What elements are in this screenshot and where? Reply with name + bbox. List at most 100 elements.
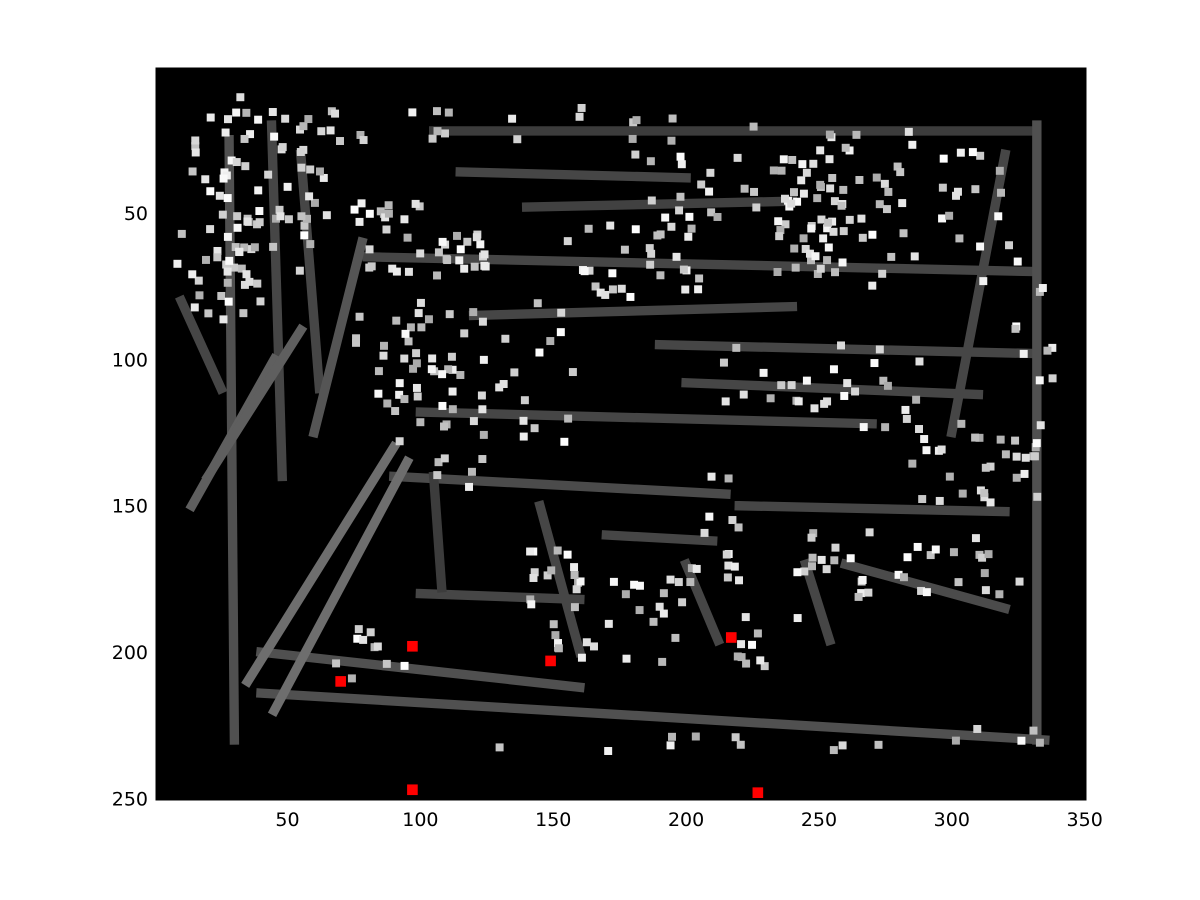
image-blob: [296, 148, 305, 156]
image-edge-segment: [679, 558, 725, 647]
image-blob: [535, 348, 544, 357]
image-edge-segment: [521, 196, 798, 212]
image-blob: [1036, 421, 1045, 430]
image-blob: [887, 252, 896, 261]
image-blob: [546, 337, 555, 346]
image-blob: [773, 268, 782, 276]
image-blob: [596, 288, 605, 297]
image-blob: [380, 341, 388, 350]
image-blob: [631, 150, 640, 159]
image-blob: [819, 234, 828, 243]
image-blob: [655, 602, 664, 611]
image-blob: [455, 256, 464, 265]
image-blob: [1011, 324, 1020, 333]
image-blob: [749, 122, 758, 131]
image-blob: [730, 562, 739, 571]
image-blob: [748, 640, 757, 649]
image-blob: [719, 358, 728, 367]
image-blob: [400, 395, 409, 404]
image-blob: [994, 212, 1003, 221]
image-blob: [1012, 452, 1021, 461]
image-blob: [580, 267, 589, 276]
image-blob: [374, 367, 383, 376]
image-edge-segment: [455, 167, 691, 183]
image-blob: [904, 127, 913, 136]
image-blob: [608, 269, 617, 278]
image-edge-segment: [255, 646, 585, 693]
image-blob: [428, 134, 437, 143]
image-blob: [971, 534, 980, 543]
image-blob: [646, 157, 655, 166]
image-edge-segment: [295, 149, 325, 394]
image-blob: [707, 208, 716, 217]
image-blob: [880, 179, 889, 188]
image-blob: [968, 148, 977, 157]
image-blob: [807, 533, 816, 542]
image-blob: [628, 134, 637, 143]
image-blob: [679, 265, 688, 274]
image-blob: [383, 399, 392, 408]
image-blob: [793, 614, 802, 623]
image-blob: [195, 291, 204, 300]
image-blob: [576, 577, 585, 586]
image-blob: [432, 107, 441, 116]
image-blob: [910, 252, 919, 261]
image-blob: [253, 279, 262, 288]
image-blob: [898, 199, 907, 208]
image-blob: [799, 189, 808, 198]
image-blob: [352, 338, 360, 347]
image-blob: [456, 245, 465, 254]
image-blob: [777, 166, 786, 175]
image-blob: [793, 197, 802, 206]
image-blob: [780, 194, 789, 203]
image-blob: [667, 136, 676, 145]
image-blob: [553, 546, 562, 555]
image-blob: [554, 639, 563, 647]
image-blob: [677, 160, 686, 169]
image-blob: [882, 205, 891, 214]
image-blob: [828, 217, 837, 226]
image-blob: [570, 571, 579, 580]
image-blob: [433, 471, 442, 480]
image-blob: [1030, 452, 1039, 461]
x-tick-label: 50: [275, 809, 299, 831]
image-blob: [837, 341, 846, 350]
image-blob: [621, 590, 630, 599]
image-blob: [676, 192, 685, 201]
image-blob: [384, 209, 393, 218]
image-blob: [478, 317, 487, 326]
image-blob: [893, 162, 902, 171]
axes: 50 100 150 200 250 300 350 50 100 150 200 250: [112, 67, 1103, 831]
image-blob: [864, 588, 873, 597]
image-blob: [428, 354, 437, 363]
image-blob: [805, 249, 814, 258]
image-blob: [355, 312, 364, 321]
image-blob: [404, 267, 413, 276]
image-blob: [879, 376, 888, 385]
image-blob: [859, 423, 868, 432]
image-blob: [332, 659, 341, 668]
image-blob: [799, 234, 808, 243]
image-blob: [326, 126, 335, 135]
image-blob: [232, 108, 241, 117]
image-blob: [658, 657, 667, 666]
image-blob: [470, 262, 479, 271]
image-blob: [240, 243, 249, 252]
image-blob: [240, 134, 249, 143]
data-marker: [752, 787, 764, 798]
image-blob: [724, 561, 733, 570]
image-blob: [687, 224, 696, 233]
image-blob: [563, 237, 572, 246]
image-blob: [700, 528, 709, 537]
image-blob: [556, 328, 565, 337]
image-blob: [549, 620, 558, 629]
image-blob: [976, 242, 985, 251]
image-blob: [908, 459, 917, 468]
image-blob: [374, 389, 383, 398]
image-blob: [194, 276, 203, 285]
image-blob: [816, 146, 825, 155]
image-blob: [1020, 469, 1029, 478]
image-blob: [557, 308, 566, 317]
image-blob: [975, 433, 984, 442]
image-blob: [563, 550, 572, 559]
